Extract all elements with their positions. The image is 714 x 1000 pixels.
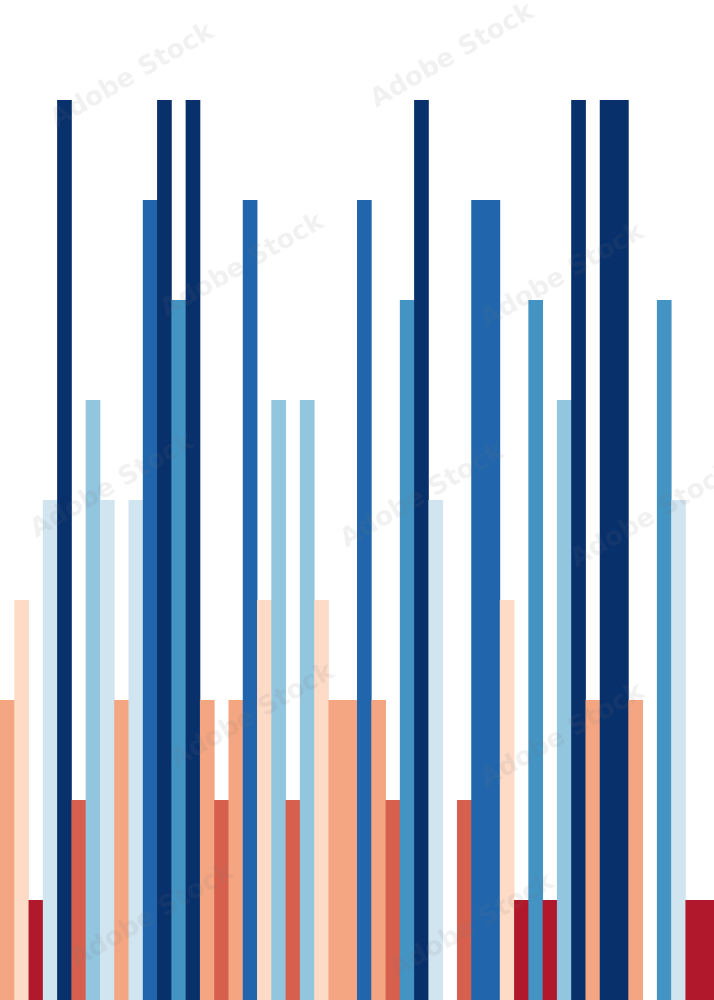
stripe-bar	[542, 900, 558, 1000]
stripe-bar	[685, 900, 701, 1000]
stripe-bar	[585, 700, 601, 1000]
stripe-bar	[14, 600, 29, 1000]
stripe-bar	[242, 200, 258, 1000]
stripe-bar	[42, 500, 58, 1000]
stripe-bar	[699, 900, 714, 1000]
stripe-bar	[257, 600, 272, 1000]
stripe-bar	[28, 900, 44, 1000]
stripe-bar	[142, 200, 158, 1000]
stripe-bar	[299, 400, 315, 1000]
stripe-bar	[428, 500, 444, 1000]
stripe-bar	[214, 800, 229, 1000]
stripe-bar	[357, 200, 372, 1000]
stripe-bar	[57, 100, 72, 1000]
stripe-bar	[0, 700, 15, 1000]
stripe-bar	[556, 400, 572, 1000]
stripe-bar	[514, 900, 529, 1000]
stripe-bar	[456, 800, 472, 1000]
stripe-bar	[671, 500, 686, 1000]
stripe-bar	[328, 700, 344, 1000]
stripe-bar	[414, 100, 429, 1000]
stripe-bar	[185, 100, 201, 1000]
stripe-bar	[385, 800, 401, 1000]
stripe-bar	[628, 700, 643, 1000]
stripe-bar	[199, 700, 215, 1000]
stripe-bar	[71, 800, 87, 1000]
stock-id-label: 301628121	[0, 805, 4, 896]
stripe-bar	[342, 700, 358, 1000]
stripe-bar	[128, 500, 144, 1000]
stripe-bar	[599, 100, 615, 1000]
stripe-bar	[285, 800, 301, 1000]
stripe-bar	[228, 700, 244, 1000]
stripe-bar	[157, 100, 172, 1000]
stripe-bar	[371, 700, 386, 1000]
stripe-bar	[85, 400, 101, 1000]
stripe-bar	[656, 300, 672, 1000]
stripe-bar	[399, 300, 415, 1000]
stripe-bar	[114, 700, 129, 1000]
stripe-bar	[171, 300, 187, 1000]
stripe-bar	[471, 200, 486, 1000]
stripe-bar	[614, 100, 629, 1000]
stripe-bar	[528, 300, 544, 1000]
stripe-bar	[99, 500, 115, 1000]
stripe-bar	[499, 600, 515, 1000]
stripe-bar	[571, 100, 586, 1000]
stripe-bar	[485, 200, 501, 1000]
stripe-bar	[314, 600, 329, 1000]
stripe-bar	[271, 400, 286, 1000]
